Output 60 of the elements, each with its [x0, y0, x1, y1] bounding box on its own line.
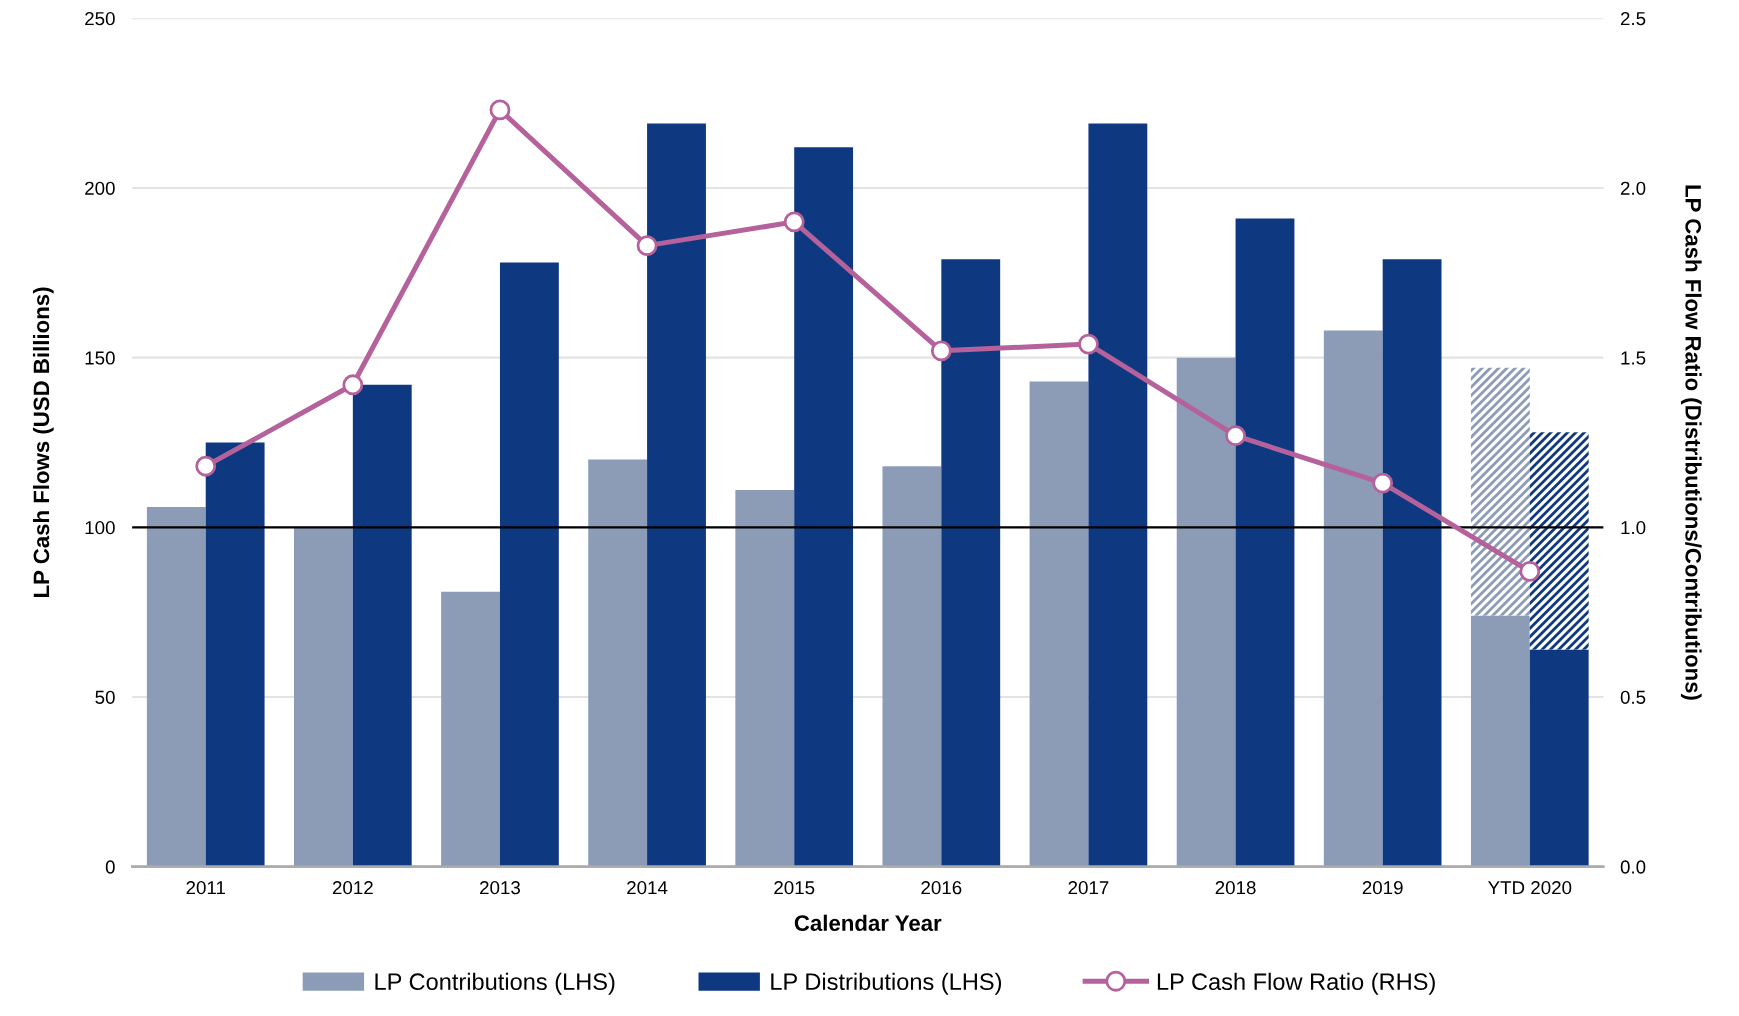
bar — [1382, 259, 1442, 867]
y2-tick-label: 2.0 — [1620, 181, 1646, 195]
bar — [352, 384, 412, 867]
y2-tick-label: 0.5 — [1620, 690, 1646, 704]
x-tick-label: 2013 — [480, 881, 520, 895]
bar — [146, 506, 206, 867]
x-tick-label: 2012 — [332, 881, 373, 895]
point — [1225, 425, 1246, 447]
x-tick-label: 2015 — [774, 881, 815, 895]
bar — [499, 262, 559, 867]
bar — [1529, 649, 1589, 867]
bar — [941, 259, 1001, 867]
point — [1078, 333, 1099, 355]
bar — [882, 466, 942, 867]
x-tick-label: 2017 — [1068, 881, 1109, 895]
x-tick-label: YTD 2020 — [1488, 881, 1572, 895]
x-tick-label: 2016 — [921, 881, 962, 895]
bar — [205, 442, 265, 867]
bar — [441, 591, 500, 867]
y2-axis-title: LP Cash Flow Ratio (Distributions/Contributions) — [1680, 185, 1702, 700]
bar — [647, 123, 706, 867]
bar — [1088, 123, 1148, 867]
y-tick-label: 150 — [85, 351, 115, 365]
point — [1372, 472, 1394, 494]
bar — [794, 147, 854, 867]
legend-label: LP Distributions (LHS) — [771, 972, 1002, 995]
x-tick-label: 2018 — [1215, 881, 1256, 895]
x-tick-label: 2011 — [186, 881, 225, 895]
y-tick-label: 200 — [85, 181, 115, 195]
bar — [1323, 330, 1383, 867]
legend-label: LP Cash Flow Ratio (RHS) — [1157, 972, 1435, 995]
bar — [735, 489, 795, 867]
point — [1519, 561, 1541, 582]
point — [636, 235, 658, 257]
point — [783, 211, 805, 233]
y-axis-title: LP Cash Flows (USD Billions) — [32, 287, 54, 597]
point — [930, 340, 952, 362]
bar — [1176, 357, 1236, 867]
bar — [1470, 615, 1530, 867]
y-tick-label: 100 — [85, 521, 115, 535]
x-axis-title: Calendar Year — [794, 914, 942, 931]
y2-tick-label: 1.0 — [1621, 521, 1646, 535]
y-tick-label: 0 — [105, 860, 115, 874]
point — [342, 374, 364, 396]
y2-tick-label: 0.0 — [1620, 860, 1646, 874]
bar — [294, 527, 353, 867]
point — [489, 99, 511, 121]
bar — [1029, 381, 1089, 867]
bar — [1529, 432, 1589, 650]
y-tick-label: 50 — [95, 690, 115, 704]
y-tick-label: 250 — [85, 11, 115, 26]
bar — [1235, 218, 1295, 867]
x-tick-label: 2014 — [627, 881, 668, 895]
y2-tick-label: 1.5 — [1621, 351, 1646, 365]
point — [195, 455, 217, 477]
bar — [1470, 367, 1530, 616]
bar — [588, 459, 648, 867]
legend-label: LP Contributions (LHS) — [375, 972, 615, 995]
x-tick-label: 2019 — [1362, 881, 1403, 895]
y2-tick-label: 2.5 — [1620, 11, 1646, 26]
